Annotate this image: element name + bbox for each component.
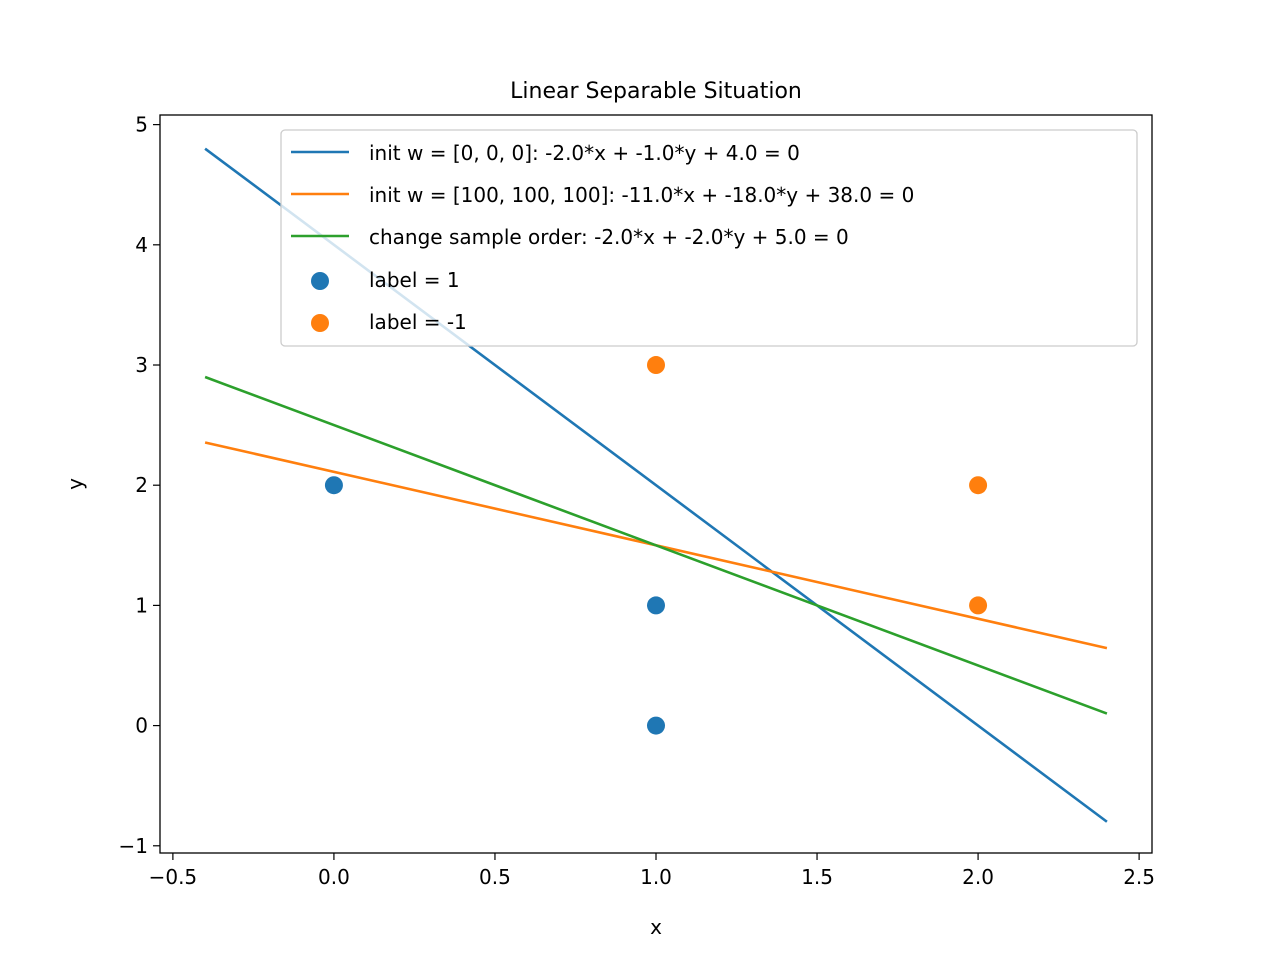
scatter-point-label-1 bbox=[647, 716, 665, 735]
series-points bbox=[324, 356, 988, 735]
x-tick-label: 1.5 bbox=[801, 865, 833, 889]
y-axis-ticks: −1 0 1 2 3 4 5 bbox=[119, 113, 160, 858]
y-tick-label: 1 bbox=[135, 593, 148, 617]
x-tick-label: 2.0 bbox=[962, 865, 994, 889]
x-axis-ticks: −0.5 0.0 0.5 1.0 1.5 2.0 2.5 bbox=[149, 853, 1155, 889]
y-tick-label: −1 bbox=[119, 834, 148, 858]
legend-label: init w = [100, 100, 100]: -11.0*x + -18.… bbox=[369, 183, 914, 207]
x-axis-label: x bbox=[650, 915, 662, 939]
legend-box bbox=[280, 129, 1138, 347]
legend-label: label = -1 bbox=[369, 310, 467, 334]
x-tick-label: 0.5 bbox=[479, 865, 511, 889]
scatter-point-label-1 bbox=[324, 476, 343, 495]
chart-title: Linear Separable Situation bbox=[510, 79, 802, 104]
scatter-point-label-neg-1 bbox=[969, 476, 988, 495]
y-tick-label: 4 bbox=[135, 233, 148, 257]
legend: init w = [0, 0, 0]: -2.0*x + -1.0*y + 4.… bbox=[280, 129, 1138, 347]
plot-frame bbox=[159, 114, 1153, 854]
y-tick-label: 0 bbox=[135, 714, 148, 738]
series-line-3 bbox=[204, 375, 1108, 715]
scatter-point-label-neg-1 bbox=[647, 356, 665, 375]
x-tick-label: 2.5 bbox=[1123, 865, 1155, 889]
x-tick-label: 0.0 bbox=[318, 865, 350, 889]
x-tick-label: −0.5 bbox=[149, 865, 198, 889]
legend-label: init w = [0, 0, 0]: -2.0*x + -1.0*y + 4.… bbox=[369, 141, 800, 165]
y-tick-label: 2 bbox=[135, 473, 148, 497]
y-axis-label: y bbox=[63, 478, 87, 490]
y-tick-label: 5 bbox=[135, 113, 148, 137]
scatter-point-label-neg-1 bbox=[969, 596, 988, 615]
x-tick-label: 1.0 bbox=[640, 865, 672, 889]
scatter-point-label-1 bbox=[647, 596, 665, 615]
legend-label: change sample order: -2.0*x + -2.0*y + 5… bbox=[369, 225, 849, 249]
legend-marker-swatch bbox=[311, 272, 329, 290]
legend-marker-swatch bbox=[311, 314, 329, 332]
legend-label: label = 1 bbox=[369, 268, 460, 292]
y-tick-label: 3 bbox=[135, 353, 148, 377]
